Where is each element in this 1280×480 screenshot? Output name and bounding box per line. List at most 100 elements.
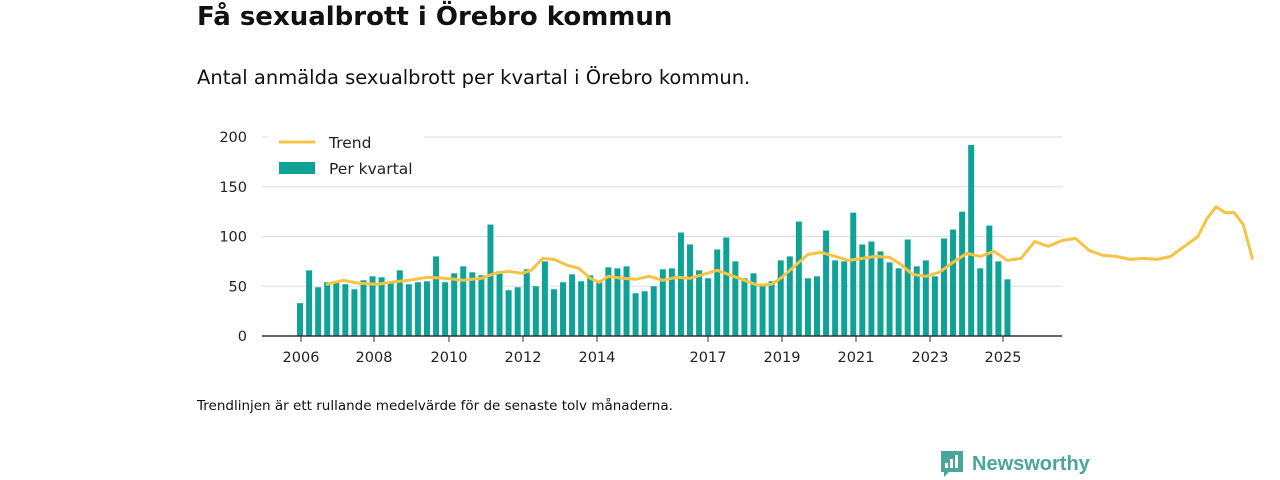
bar-73 — [959, 211, 966, 336]
newsworthy-logo[interactable]: Newsworthy — [940, 450, 1090, 478]
bar-72 — [950, 229, 957, 336]
bar-60 — [841, 261, 848, 336]
bar-37 — [632, 293, 639, 336]
bar-11 — [396, 270, 403, 336]
bar-69 — [922, 260, 929, 336]
bar-58 — [823, 230, 830, 336]
bar-66 — [895, 268, 902, 336]
bar-33 — [596, 281, 603, 336]
chart-note: Trendlinjen är ett rullande medelvärde f… — [197, 398, 673, 414]
bar-68 — [913, 266, 920, 336]
x-tick-label-2023: 2023 — [912, 350, 949, 366]
x-tick-label-2017: 2017 — [690, 350, 727, 366]
bar-26 — [532, 286, 539, 336]
trend-series — [325, 205, 1254, 287]
trend-line — [325, 205, 1254, 287]
legend-bar-label: Per kvartal — [329, 160, 413, 178]
bar-4 — [333, 281, 340, 336]
bar-43 — [687, 244, 694, 336]
bar-71 — [940, 238, 947, 336]
bar-30 — [569, 274, 576, 336]
bar-76 — [986, 225, 993, 336]
bar-3 — [324, 282, 331, 336]
bar-38 — [641, 291, 648, 336]
x-tick-label-2021: 2021 — [838, 350, 875, 366]
bar-18 — [460, 266, 467, 336]
bar-46 — [714, 249, 721, 336]
bar-5 — [342, 284, 349, 336]
bar-39 — [650, 286, 657, 336]
bar-27 — [541, 261, 548, 336]
bar-chart-bubble-icon — [941, 451, 963, 477]
bar-35 — [614, 268, 621, 336]
y-tick-label-200: 200 — [219, 130, 247, 146]
y-tick-label-100: 100 — [219, 230, 247, 246]
brand-name: Newsworthy — [972, 452, 1090, 475]
y-tick-label-0: 0 — [238, 329, 247, 345]
bar-23 — [505, 290, 512, 336]
bar-61 — [850, 212, 857, 336]
bar-8 — [369, 276, 376, 336]
chart-title: Få sexualbrott i Örebro kommun — [197, 2, 673, 32]
bar-28 — [550, 289, 557, 336]
bar-29 — [560, 282, 567, 336]
bar-74 — [968, 144, 975, 336]
bar-47 — [723, 237, 730, 336]
chart-subtitle: Antal anmälda sexualbrott per kvartal i … — [197, 66, 751, 89]
bar-15 — [433, 256, 440, 336]
bar-32 — [587, 275, 594, 336]
bar-17 — [451, 273, 458, 336]
bar-14 — [423, 281, 430, 336]
bar-63 — [868, 241, 875, 336]
bar-1 — [306, 270, 313, 336]
bar-31 — [578, 281, 585, 336]
bar-55 — [795, 221, 802, 336]
bar-59 — [832, 260, 839, 336]
bar-53 — [777, 260, 784, 336]
bar-22 — [496, 271, 503, 336]
bar-51 — [759, 285, 766, 336]
legend-background — [268, 128, 424, 186]
bar-49 — [741, 278, 748, 336]
bar-6 — [351, 289, 358, 336]
x-tick-label-2006: 2006 — [283, 350, 320, 366]
bar-57 — [813, 276, 820, 336]
bar-2 — [315, 287, 322, 336]
x-tick-label-2025: 2025 — [985, 350, 1022, 366]
bar-42 — [677, 232, 684, 336]
bar-7 — [360, 280, 367, 336]
bar-40 — [659, 269, 666, 336]
legend-bar-swatch — [279, 162, 315, 174]
bar-44 — [696, 270, 703, 336]
x-tick-label-2008: 2008 — [356, 350, 393, 366]
bar-9 — [378, 277, 385, 336]
axes: 0 50 100 150 200 2006 2008 2010 2012 2014 2017 2019… — [219, 130, 1062, 366]
bar-64 — [877, 251, 884, 336]
bar-25 — [523, 269, 530, 336]
bar-16 — [442, 282, 449, 336]
bar-10 — [387, 282, 394, 336]
bar-67 — [904, 239, 911, 336]
bar-20 — [478, 275, 485, 336]
y-tick-label-150: 150 — [219, 180, 247, 196]
bar-series — [297, 144, 1011, 336]
bar-13 — [414, 282, 421, 336]
bar-54 — [786, 256, 793, 336]
bar-0 — [297, 303, 303, 336]
legend: Trend Per kvartal — [268, 128, 424, 186]
x-tick-label-2019: 2019 — [764, 350, 801, 366]
bar-48 — [732, 261, 739, 336]
bar-34 — [605, 267, 612, 336]
bar-50 — [750, 273, 757, 336]
bar-19 — [469, 272, 476, 336]
bar-56 — [804, 278, 811, 336]
bar-36 — [623, 266, 630, 336]
bar-70 — [931, 276, 938, 336]
bar-12 — [405, 284, 412, 336]
bar-62 — [859, 244, 866, 336]
bar-21 — [487, 224, 494, 336]
bar-41 — [668, 268, 675, 336]
x-tick-label-2014: 2014 — [579, 350, 616, 366]
bar-65 — [886, 262, 893, 336]
